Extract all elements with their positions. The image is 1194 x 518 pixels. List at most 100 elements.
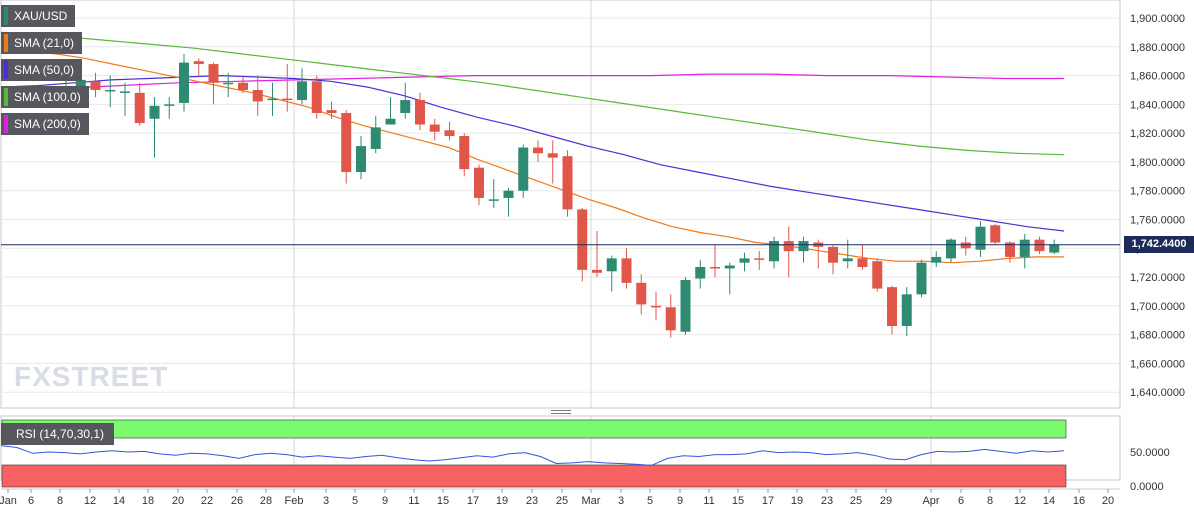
- x-tick-label: 3: [618, 495, 624, 507]
- candle: [1049, 239, 1060, 255]
- candle-body: [946, 239, 956, 259]
- candle-body: [651, 305, 661, 308]
- legend-swatch: [4, 115, 8, 133]
- sma-100-line: [0, 31, 1065, 156]
- candle: [370, 115, 381, 154]
- candle-body: [474, 167, 484, 198]
- candle: [223, 72, 234, 98]
- legend-swatch: [4, 34, 8, 52]
- x-tick-label: 17: [762, 495, 774, 507]
- candle-body: [621, 258, 632, 283]
- y-tick-label: 1,780.0000: [1130, 186, 1185, 198]
- legend-item-sma-200[interactable]: SMA (200,0): [1, 113, 89, 135]
- candle: [429, 118, 440, 141]
- candle: [783, 226, 794, 278]
- candle-body: [990, 225, 1001, 243]
- candle: [636, 274, 647, 315]
- candle: [400, 82, 411, 119]
- candle: [931, 251, 942, 267]
- x-tick-label: 8: [57, 495, 63, 507]
- x-tick-label: Mar: [582, 495, 601, 507]
- candle-body: [385, 118, 396, 125]
- candle-body: [223, 82, 234, 85]
- x-tick-label: 11: [703, 495, 714, 507]
- x-tick-label: 14: [1043, 495, 1055, 507]
- rsi-oversold-band: [1, 464, 1067, 488]
- candle-body: [208, 64, 219, 83]
- legend-item-sma-21[interactable]: SMA (21,0): [1, 32, 83, 54]
- x-tick-label: 19: [791, 495, 803, 507]
- candle: [606, 255, 617, 292]
- candle: [724, 262, 735, 295]
- x-tick-label: 23: [526, 495, 538, 507]
- candle: [105, 75, 116, 108]
- candle-body: [798, 241, 809, 252]
- legend-label: SMA (200,0): [14, 117, 81, 131]
- candle: [1034, 236, 1045, 255]
- x-tick-label: 5: [352, 495, 358, 507]
- candle: [474, 164, 484, 206]
- candle: [311, 75, 322, 119]
- x-tick-label: 26: [231, 495, 243, 507]
- legend-item-sma-100[interactable]: SMA (100,0): [1, 86, 89, 108]
- candle-body: [488, 199, 499, 201]
- fxstreet-logo: FXSTREET: [14, 361, 168, 392]
- panel-resize-handle[interactable]: [551, 410, 571, 416]
- legend-label: SMA (21,0): [14, 36, 75, 50]
- y-tick-label: 1,760.0000: [1130, 215, 1185, 227]
- x-tick-label: 3: [323, 495, 329, 507]
- x-tick-label: 25: [556, 495, 568, 507]
- candle-body: [459, 136, 470, 170]
- x-tick-label: 18: [142, 495, 154, 507]
- candle-body: [724, 265, 735, 269]
- candle-body: [739, 258, 750, 263]
- candle-body: [901, 294, 912, 327]
- candle: [562, 150, 573, 217]
- candle: [975, 220, 986, 257]
- legend-swatch: [4, 61, 8, 79]
- candle-body: [960, 242, 971, 249]
- candle-body: [311, 81, 322, 113]
- y-tick-label: 1,840.0000: [1130, 99, 1185, 111]
- candle-body: [164, 104, 175, 106]
- x-tick-label: Jan: [0, 495, 17, 507]
- candle: [916, 259, 927, 298]
- x-tick-label: 17: [467, 495, 479, 507]
- candle-body: [783, 241, 794, 252]
- candle-body: [341, 112, 352, 173]
- legend-item-xauusd[interactable]: XAU/USD: [1, 5, 76, 27]
- legend-swatch: [4, 7, 8, 25]
- rsi-legend-label[interactable]: RSI (14,70,30,1): [1, 423, 115, 445]
- legend-item-sma-50[interactable]: SMA (50,0): [1, 59, 83, 81]
- candle-body: [769, 241, 779, 262]
- candle: [798, 236, 809, 263]
- candle: [149, 97, 160, 158]
- candle: [179, 53, 189, 112]
- candle-body: [872, 261, 883, 289]
- sma-200-line: [0, 73, 1064, 94]
- candle: [739, 252, 750, 272]
- candle-body: [665, 307, 676, 331]
- candle: [533, 140, 543, 162]
- x-tick-label: 15: [437, 495, 449, 507]
- candle-body: [577, 209, 588, 270]
- candle-body: [179, 62, 189, 103]
- candle: [813, 239, 824, 269]
- candle-body: [134, 92, 145, 124]
- candle-body: [1034, 239, 1045, 252]
- candle: [857, 245, 868, 270]
- candle: [960, 236, 971, 256]
- candle: [297, 68, 307, 105]
- x-tick-label: 6: [28, 495, 34, 507]
- candle: [415, 92, 425, 131]
- candle: [518, 144, 529, 198]
- sma-21-line: [0, 49, 1064, 264]
- y-tick-label: 1,700.0000: [1130, 301, 1185, 313]
- candle: [208, 62, 219, 105]
- candle: [341, 110, 352, 184]
- candle: [120, 82, 130, 116]
- last-price-tag: 1,742.4400: [1124, 236, 1194, 253]
- candle: [1019, 233, 1030, 269]
- candle-body: [1005, 242, 1015, 257]
